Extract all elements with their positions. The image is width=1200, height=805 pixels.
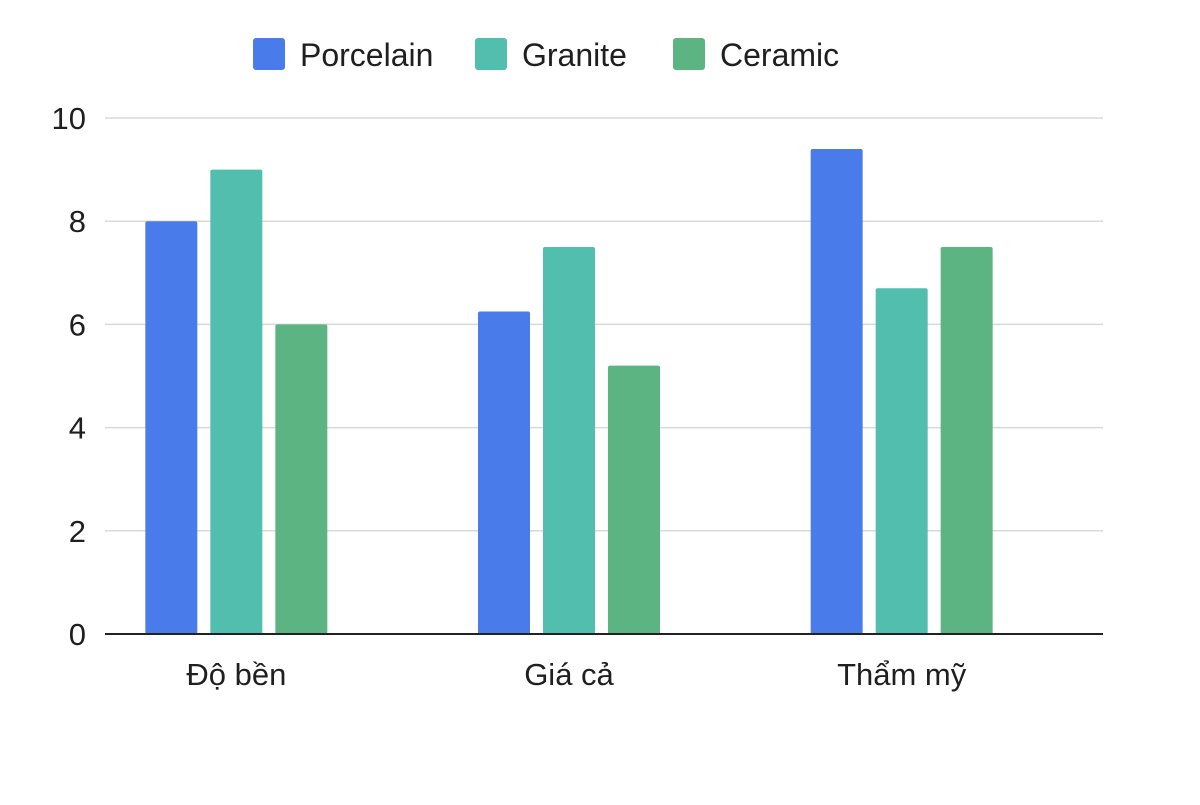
bar-porcelain-tham-my <box>810 148 863 634</box>
y-tick-label: 4 <box>69 411 86 446</box>
legend-swatch <box>673 38 705 70</box>
bar-ceramic-tham-my <box>940 247 993 634</box>
bar-granite-gia-ca <box>543 247 595 634</box>
y-tick-label: 10 <box>52 101 86 136</box>
y-tick-label: 0 <box>69 617 86 652</box>
x-tick-label: Độ bền <box>186 657 286 692</box>
bar-porcelain-gia-ca <box>478 311 530 634</box>
bar-ceramic-do-ben <box>275 324 328 634</box>
bar-granite-tham-my <box>875 288 928 634</box>
x-axis: Độ bền Giá cả Thẩm mỹ <box>105 633 1103 692</box>
legend-label: Porcelain <box>300 37 433 73</box>
legend-swatch <box>475 38 507 70</box>
legend-item-porcelain: Porcelain <box>253 37 433 73</box>
y-tick-label: 2 <box>69 514 86 549</box>
gridlines <box>105 117 1103 532</box>
x-tick-label: Giá cả <box>524 657 614 692</box>
bars-group <box>145 148 993 634</box>
y-tick-label: 6 <box>69 307 86 342</box>
legend-item-ceramic: Ceramic <box>673 37 839 73</box>
y-tick-label: 8 <box>69 204 86 239</box>
y-axis: 0 2 4 6 8 10 <box>52 101 86 652</box>
bar-granite-do-ben <box>210 169 263 634</box>
x-tick-label: Thẩm mỹ <box>837 657 967 692</box>
legend-swatch <box>253 38 285 70</box>
legend: Porcelain Granite Ceramic <box>253 37 839 73</box>
legend-item-granite: Granite <box>475 37 627 73</box>
legend-label: Granite <box>522 37 627 73</box>
legend-label: Ceramic <box>720 37 839 73</box>
bar-ceramic-gia-ca <box>608 365 660 634</box>
bar-porcelain-do-ben <box>145 221 198 634</box>
